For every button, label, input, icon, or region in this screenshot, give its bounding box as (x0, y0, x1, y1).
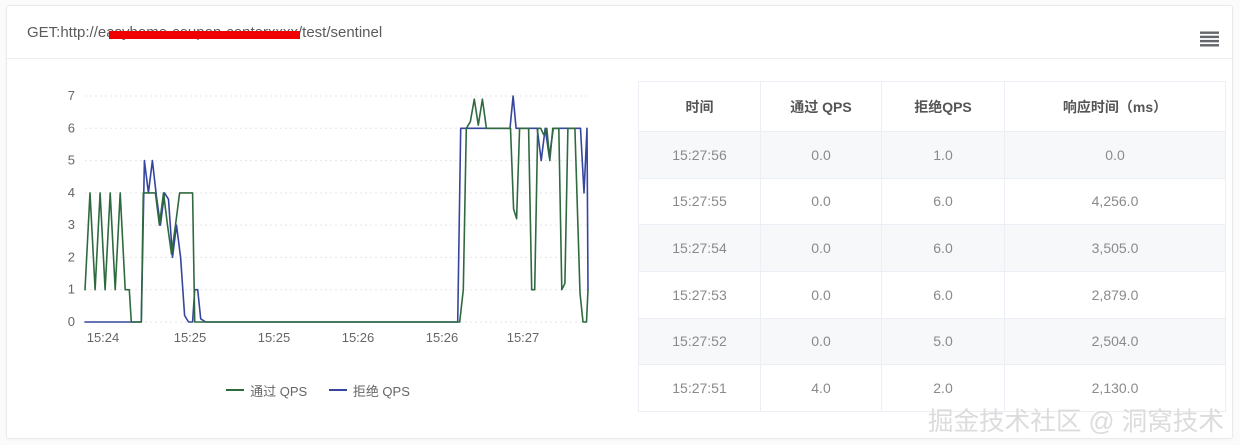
svg-text:2: 2 (68, 249, 75, 264)
svg-text:15:27: 15:27 (507, 330, 540, 345)
svg-text:15:25: 15:25 (258, 330, 291, 345)
svg-text:0: 0 (68, 314, 75, 329)
svg-text:15:26: 15:26 (426, 330, 459, 345)
svg-text:15:24: 15:24 (87, 330, 120, 345)
svg-text:6: 6 (68, 120, 75, 135)
svg-text:7: 7 (68, 88, 75, 103)
svg-text:1: 1 (68, 282, 75, 297)
svg-text:3: 3 (68, 217, 75, 232)
svg-text:4: 4 (68, 185, 75, 200)
svg-text:5: 5 (68, 153, 75, 168)
svg-text:15:25: 15:25 (174, 330, 207, 345)
svg-text:15:26: 15:26 (342, 330, 375, 345)
